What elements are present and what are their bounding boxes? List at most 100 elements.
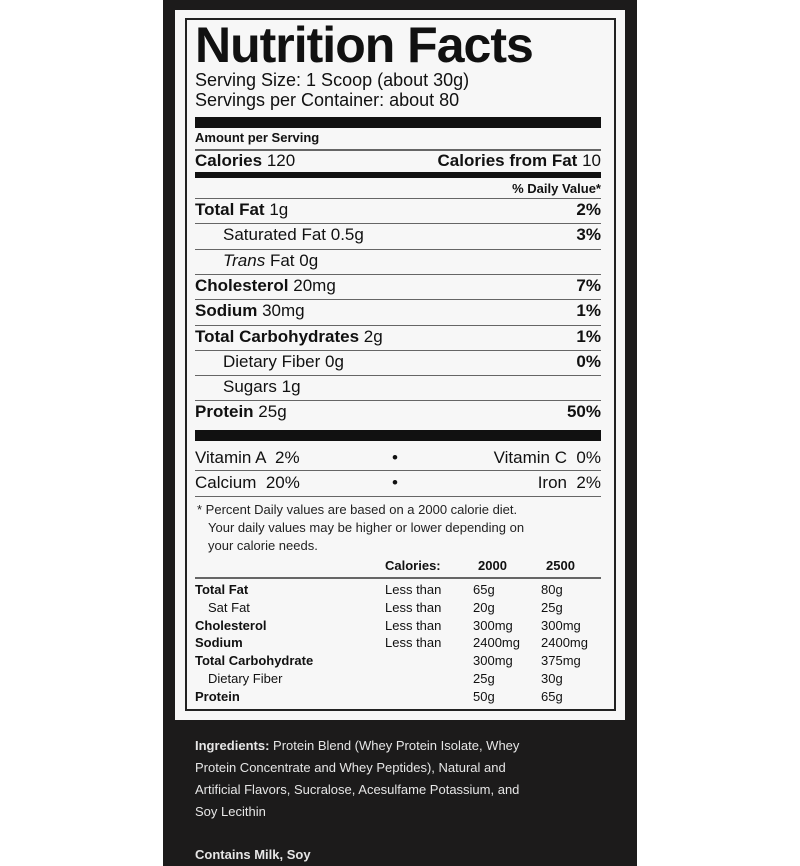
daily-value-header: % Daily Value* [512, 181, 601, 196]
serving-size: Serving Size: 1 Scoop (about 30g) [195, 70, 470, 90]
dv-nutrient: Total Fat [195, 582, 249, 597]
dv-table-header: Calories: 2000 2500 [195, 557, 575, 575]
dv-2500: 2400mg [541, 635, 588, 651]
bullet: • [392, 473, 398, 492]
divider [195, 248, 601, 250]
dv-table: Total Fat Less than 65g 80g Sat Fat Less than… [195, 581, 588, 706]
nutrient-amount: 1g [281, 377, 301, 397]
nutrient-name: Saturated Fat [223, 225, 327, 245]
dv-2000: 50g [473, 688, 495, 704]
ingredients-line: Artificial Flavors, Sucralose, Acesulfam… [195, 782, 520, 797]
nutrient-name: Sugars [223, 377, 277, 397]
dv-2000: 2400mg [473, 635, 520, 651]
nutrient-row: Dietary Fiber 0g 0% [195, 352, 601, 372]
dv-limit: Less than [385, 599, 442, 615]
divider [195, 375, 601, 377]
dv-nutrient: Dietary Fiber [208, 670, 283, 686]
divider [195, 496, 601, 497]
footnote-line-1: * Percent Daily values are based on a 20… [197, 502, 518, 517]
dv-2000: 300mg [473, 653, 513, 669]
dv-2000: 20g [473, 599, 495, 615]
calories-from-fat: Calories from Fat 10 [438, 151, 601, 171]
divider [195, 400, 601, 402]
nutrient-row: Cholesterol 20mg 7% [195, 276, 601, 296]
label-title: Nutrition Facts [195, 17, 534, 73]
col-2000: 2000 [478, 558, 507, 573]
nutrient-amount: 2g [363, 326, 383, 346]
nutrient: Sugars 1g [223, 377, 301, 397]
divider [195, 577, 601, 579]
nutrient-amount: 30mg [262, 301, 305, 321]
divider [195, 149, 601, 151]
nutrient: Sodium 30mg [195, 301, 305, 321]
calories-header: Calories: [385, 558, 441, 573]
allergens: Contains Milk, Soy [195, 847, 311, 862]
divider [195, 273, 601, 275]
dv-limit [385, 652, 473, 670]
nutrient-daily-value: 2% [576, 200, 601, 219]
divider [195, 299, 601, 301]
nutrient-name: Total Fat [195, 200, 265, 219]
divider [195, 349, 601, 351]
divider [195, 223, 601, 225]
dv-limit [385, 670, 473, 688]
dv-table-row: Cholesterol Less than 300mg 300mg [195, 617, 588, 635]
thick-divider [195, 117, 601, 128]
nutrient: Dietary Fiber 0g [223, 352, 344, 372]
nutrient-daily-value: 1% [576, 326, 601, 346]
nutrient-row: Total Fat 1g 2% [195, 200, 601, 220]
vitamin-right: Iron 2% [537, 473, 601, 492]
dv-limit [385, 688, 473, 706]
vitamin-row: Calcium 20% • Iron 2% [195, 473, 601, 493]
nutrient-amount: 1g [269, 200, 289, 219]
nutrient-amount: 0.5g [330, 225, 364, 245]
nutrient: Total Carbohydrates 2g [195, 327, 383, 347]
nutrient-daily-value: 7% [576, 275, 601, 295]
nutrient-amount: 0g [325, 351, 344, 371]
nutrient-daily-value: 50% [566, 402, 601, 422]
nutrient-daily-value: 3% [576, 225, 601, 245]
ingredients: Ingredients: Protein Blend (Whey Protein… [195, 735, 595, 823]
dv-2500: 300mg [541, 617, 581, 633]
dv-2500: 375mg [541, 653, 581, 669]
nutrient-name: Protein [195, 402, 254, 422]
footnote-line-3: your calorie needs. [208, 538, 318, 553]
nutrient-row: Sugars 1g [195, 377, 601, 397]
dv-nutrient: Total Carbohydrate [195, 653, 314, 669]
nutrient: Cholesterol 20mg [195, 276, 336, 296]
ingredients-line: Protein Concentrate and Whey Peptides), … [195, 760, 506, 775]
nutrient-daily-value: 1% [576, 301, 601, 321]
nutrient-row: Sodium 30mg 1% [195, 301, 601, 321]
ingredients-label: Ingredients: [195, 738, 270, 753]
nutrient-name: Dietary Fiber [223, 351, 321, 371]
dv-table-row: Protein 50g 65g [195, 688, 588, 706]
amount-per-serving: Amount per Serving [195, 130, 320, 145]
nutrient-amount: 0g [299, 250, 319, 270]
nutrient: Total Fat 1g [195, 200, 288, 220]
col-2500: 2500 [546, 558, 575, 573]
servings-per-container: Servings per Container: about 80 [195, 90, 460, 110]
medium-divider [195, 172, 601, 178]
nutrient-name: Trans [223, 250, 266, 270]
divider [195, 198, 601, 199]
nutrient-amount: 25g [258, 402, 287, 422]
dv-table-row: Total Carbohydrate 300mg 375mg [195, 652, 588, 670]
vitamin-left: Vitamin A 2% [195, 448, 300, 467]
dv-2500: 30g [541, 670, 563, 686]
nutrient: Trans Fat 0g [223, 251, 318, 271]
dv-2000: 65g [473, 582, 495, 597]
dv-2500: 80g [541, 582, 563, 597]
dv-limit: Less than [385, 635, 442, 651]
vitamin-right: Vitamin C 0% [493, 448, 601, 467]
calories: Calories 120 [195, 151, 295, 171]
dv-nutrient: Sodium [195, 635, 243, 651]
nutrient: Saturated Fat 0.5g [223, 225, 364, 245]
dv-nutrient: Cholesterol [195, 617, 267, 633]
nutrient-row: Total Carbohydrates 2g 1% [195, 327, 601, 347]
dv-2500: 65g [541, 688, 563, 704]
dv-nutrient: Sat Fat [208, 599, 250, 615]
nutrient: Protein 25g [195, 402, 287, 422]
nutrient-row: Saturated Fat 0.5g 3% [195, 225, 601, 245]
calories-value: 120 [266, 151, 296, 170]
bullet: • [392, 448, 398, 467]
